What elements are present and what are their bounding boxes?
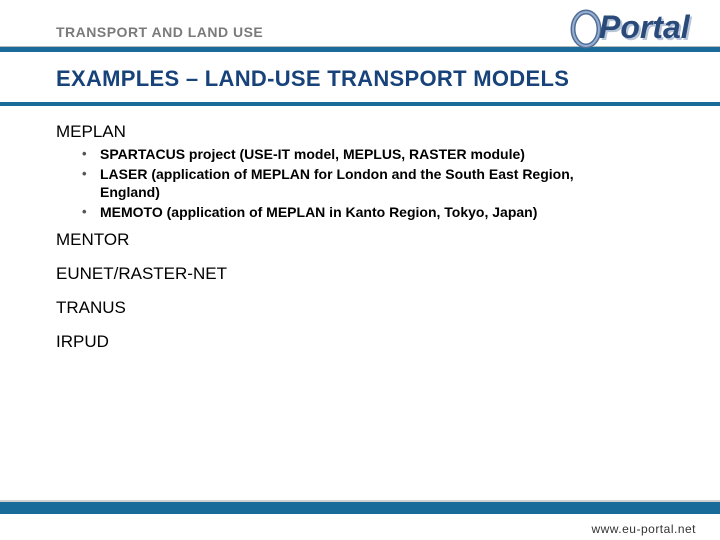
- section-heading: EUNET/RASTER-NET: [56, 264, 664, 284]
- section-heading: MEPLAN: [56, 122, 664, 142]
- section-tranus: TRANUS: [56, 298, 664, 318]
- section-meplan: MEPLAN SPARTACUS project (USE-IT model, …: [56, 122, 664, 222]
- bullet-list: SPARTACUS project (USE-IT model, MEPLUS,…: [56, 146, 664, 222]
- content-region: MEPLAN SPARTACUS project (USE-IT model, …: [0, 106, 720, 352]
- list-item: LASER (application of MEPLAN for London …: [100, 166, 664, 202]
- footer-url: www.eu-portal.net: [591, 522, 696, 536]
- logo-text: Portal: [599, 9, 691, 45]
- section-heading: MENTOR: [56, 230, 664, 250]
- list-item: SPARTACUS project (USE-IT model, MEPLUS,…: [100, 146, 664, 164]
- header-category: TRANSPORT AND LAND USE: [56, 24, 263, 46]
- header-region: TRANSPORT AND LAND USE Portal Portal: [0, 0, 720, 46]
- section-irpud: IRPUD: [56, 332, 664, 352]
- section-eunet: EUNET/RASTER-NET: [56, 264, 664, 284]
- portal-logo: Portal Portal: [568, 4, 698, 54]
- title-band: EXAMPLES – LAND-USE TRANSPORT MODELS: [0, 52, 720, 102]
- section-heading: IRPUD: [56, 332, 664, 352]
- list-item: MEMOTO (application of MEPLAN in Kanto R…: [100, 204, 664, 222]
- footer-band: [0, 502, 720, 514]
- section-mentor: MENTOR: [56, 230, 664, 250]
- section-heading: TRANUS: [56, 298, 664, 318]
- page-title: EXAMPLES – LAND-USE TRANSPORT MODELS: [56, 66, 664, 92]
